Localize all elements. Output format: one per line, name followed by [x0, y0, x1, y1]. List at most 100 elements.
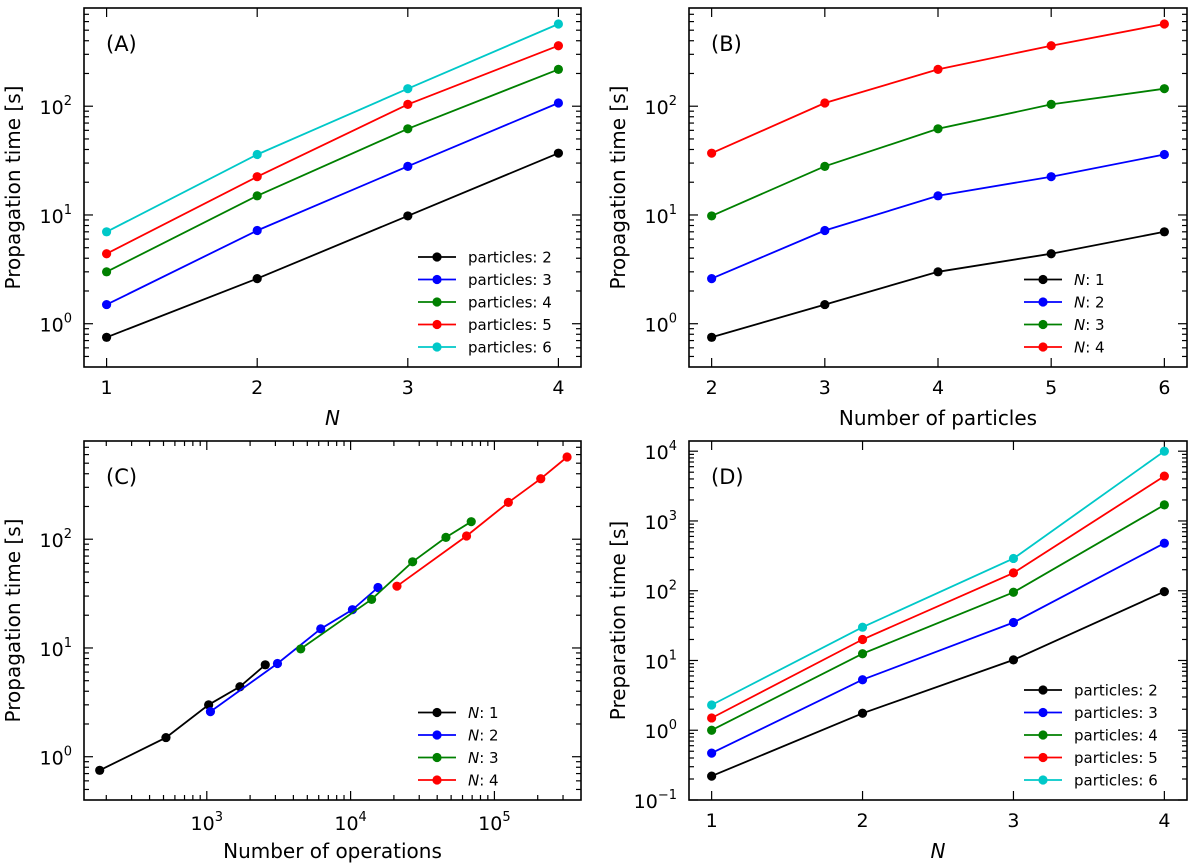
legend-marker — [432, 342, 442, 352]
legend-label: particles: 5 — [468, 316, 552, 334]
legend-label: N: 3 — [1074, 316, 1105, 334]
data-point — [1008, 553, 1019, 564]
data-point — [296, 644, 306, 654]
data-point — [403, 84, 413, 94]
data-point — [933, 124, 943, 134]
data-point — [707, 771, 717, 781]
data-point — [316, 624, 326, 634]
data-point — [1046, 172, 1056, 182]
x-tick-label: 4 — [1158, 810, 1170, 832]
data-point — [857, 622, 868, 632]
data-point — [101, 299, 112, 310]
data-point — [408, 557, 418, 567]
data-point — [933, 64, 943, 75]
data-point — [857, 675, 868, 685]
data-point — [403, 211, 413, 221]
data-point — [1159, 149, 1169, 160]
data-point — [403, 99, 413, 109]
data-point — [1046, 249, 1056, 259]
data-point — [252, 149, 262, 160]
y-tick-label: 104 — [645, 439, 677, 464]
y-tick-label: 102 — [40, 527, 72, 552]
series-1 — [101, 148, 564, 342]
data-point — [857, 708, 868, 718]
y-tick-label: 102 — [40, 94, 72, 119]
data-point — [1159, 19, 1169, 29]
x-tick-label: 104 — [334, 810, 366, 835]
data-point — [707, 148, 717, 158]
series-line — [711, 504, 1165, 732]
series-3 — [707, 84, 1169, 221]
data-point — [820, 225, 830, 236]
legend: N: 1 N: 2 N: 3 N: 4 — [418, 704, 499, 790]
data-point — [101, 227, 112, 237]
data-point — [1159, 84, 1169, 94]
data-point — [373, 582, 383, 593]
y-tick-label: 10−1 — [634, 788, 677, 813]
legend: particles: 2 particles: 3 particles: 4 part… — [1024, 682, 1158, 790]
panel-label: (B) — [711, 32, 742, 56]
data-point — [820, 98, 830, 108]
legend-label: particles: 6 — [468, 339, 552, 357]
x-tick-label: 3 — [1007, 810, 1019, 832]
x-tick-label: 5 — [1045, 377, 1057, 399]
series-2 — [707, 538, 1169, 758]
x-tick-label: 6 — [1158, 377, 1170, 399]
data-point — [562, 452, 572, 462]
plot-frame — [688, 440, 1188, 801]
panel-label: (A) — [106, 32, 137, 56]
data-point — [553, 19, 564, 29]
legend-label: particles: 3 — [1074, 704, 1158, 722]
legend-label: particles: 2 — [1074, 682, 1158, 700]
legend-marker — [1038, 342, 1048, 352]
y-tick-label: 100 — [40, 745, 72, 770]
series-5 — [101, 19, 564, 237]
legend-label: particles: 6 — [1074, 772, 1158, 790]
x-tick-label: 3 — [402, 377, 414, 399]
data-point — [161, 732, 171, 743]
legend: N: 1 N: 2 N: 3 N: 4 — [1024, 271, 1105, 357]
x-tick-label: 1 — [706, 810, 718, 832]
y-tick-label: 101 — [645, 648, 677, 673]
data-point — [252, 172, 262, 182]
panel-label: (C) — [106, 465, 137, 489]
x-tick-label: 2 — [251, 377, 263, 399]
panel-A: 1 2 3 4 100 101 102 N Propagation time [s] (A) par… — [1, 7, 582, 430]
data-point — [461, 531, 472, 541]
series-1 — [95, 660, 270, 775]
data-point — [933, 267, 943, 277]
data-point — [707, 725, 717, 735]
legend-label: N: 2 — [1074, 294, 1105, 312]
legend-marker — [432, 707, 442, 718]
y-axis-label: Propagation time [s] — [1, 519, 25, 723]
legend-marker — [1038, 274, 1048, 285]
series-line — [711, 590, 1165, 777]
data-point — [252, 225, 262, 236]
legend-label: N: 4 — [468, 772, 499, 790]
legend-label: particles: 4 — [1074, 727, 1158, 745]
series-line — [106, 23, 559, 233]
x-tick-label: 4 — [932, 377, 944, 399]
series-line — [106, 102, 559, 306]
data-point — [1159, 500, 1169, 510]
x-tick-label: 1 — [101, 377, 113, 399]
y-tick-label: 101 — [645, 203, 677, 228]
data-point — [553, 41, 564, 51]
x-axis-label: N — [931, 839, 946, 863]
legend-label: particles: 2 — [468, 249, 552, 267]
data-point — [857, 649, 868, 659]
y-tick-label: 100 — [645, 312, 677, 337]
data-point — [707, 211, 717, 221]
series-line — [711, 153, 1165, 280]
series-line — [711, 450, 1165, 706]
legend-label: particles: 4 — [468, 294, 552, 312]
series-2 — [205, 582, 383, 717]
legend-marker — [432, 730, 442, 740]
data-point — [260, 660, 270, 670]
y-tick-label: 102 — [645, 579, 677, 604]
x-tick-label: 2 — [706, 377, 718, 399]
legend-label: N: 2 — [468, 727, 499, 745]
data-point — [272, 658, 283, 669]
data-point — [1159, 446, 1169, 456]
y-axis-label: Propagation time [s] — [1, 86, 25, 290]
